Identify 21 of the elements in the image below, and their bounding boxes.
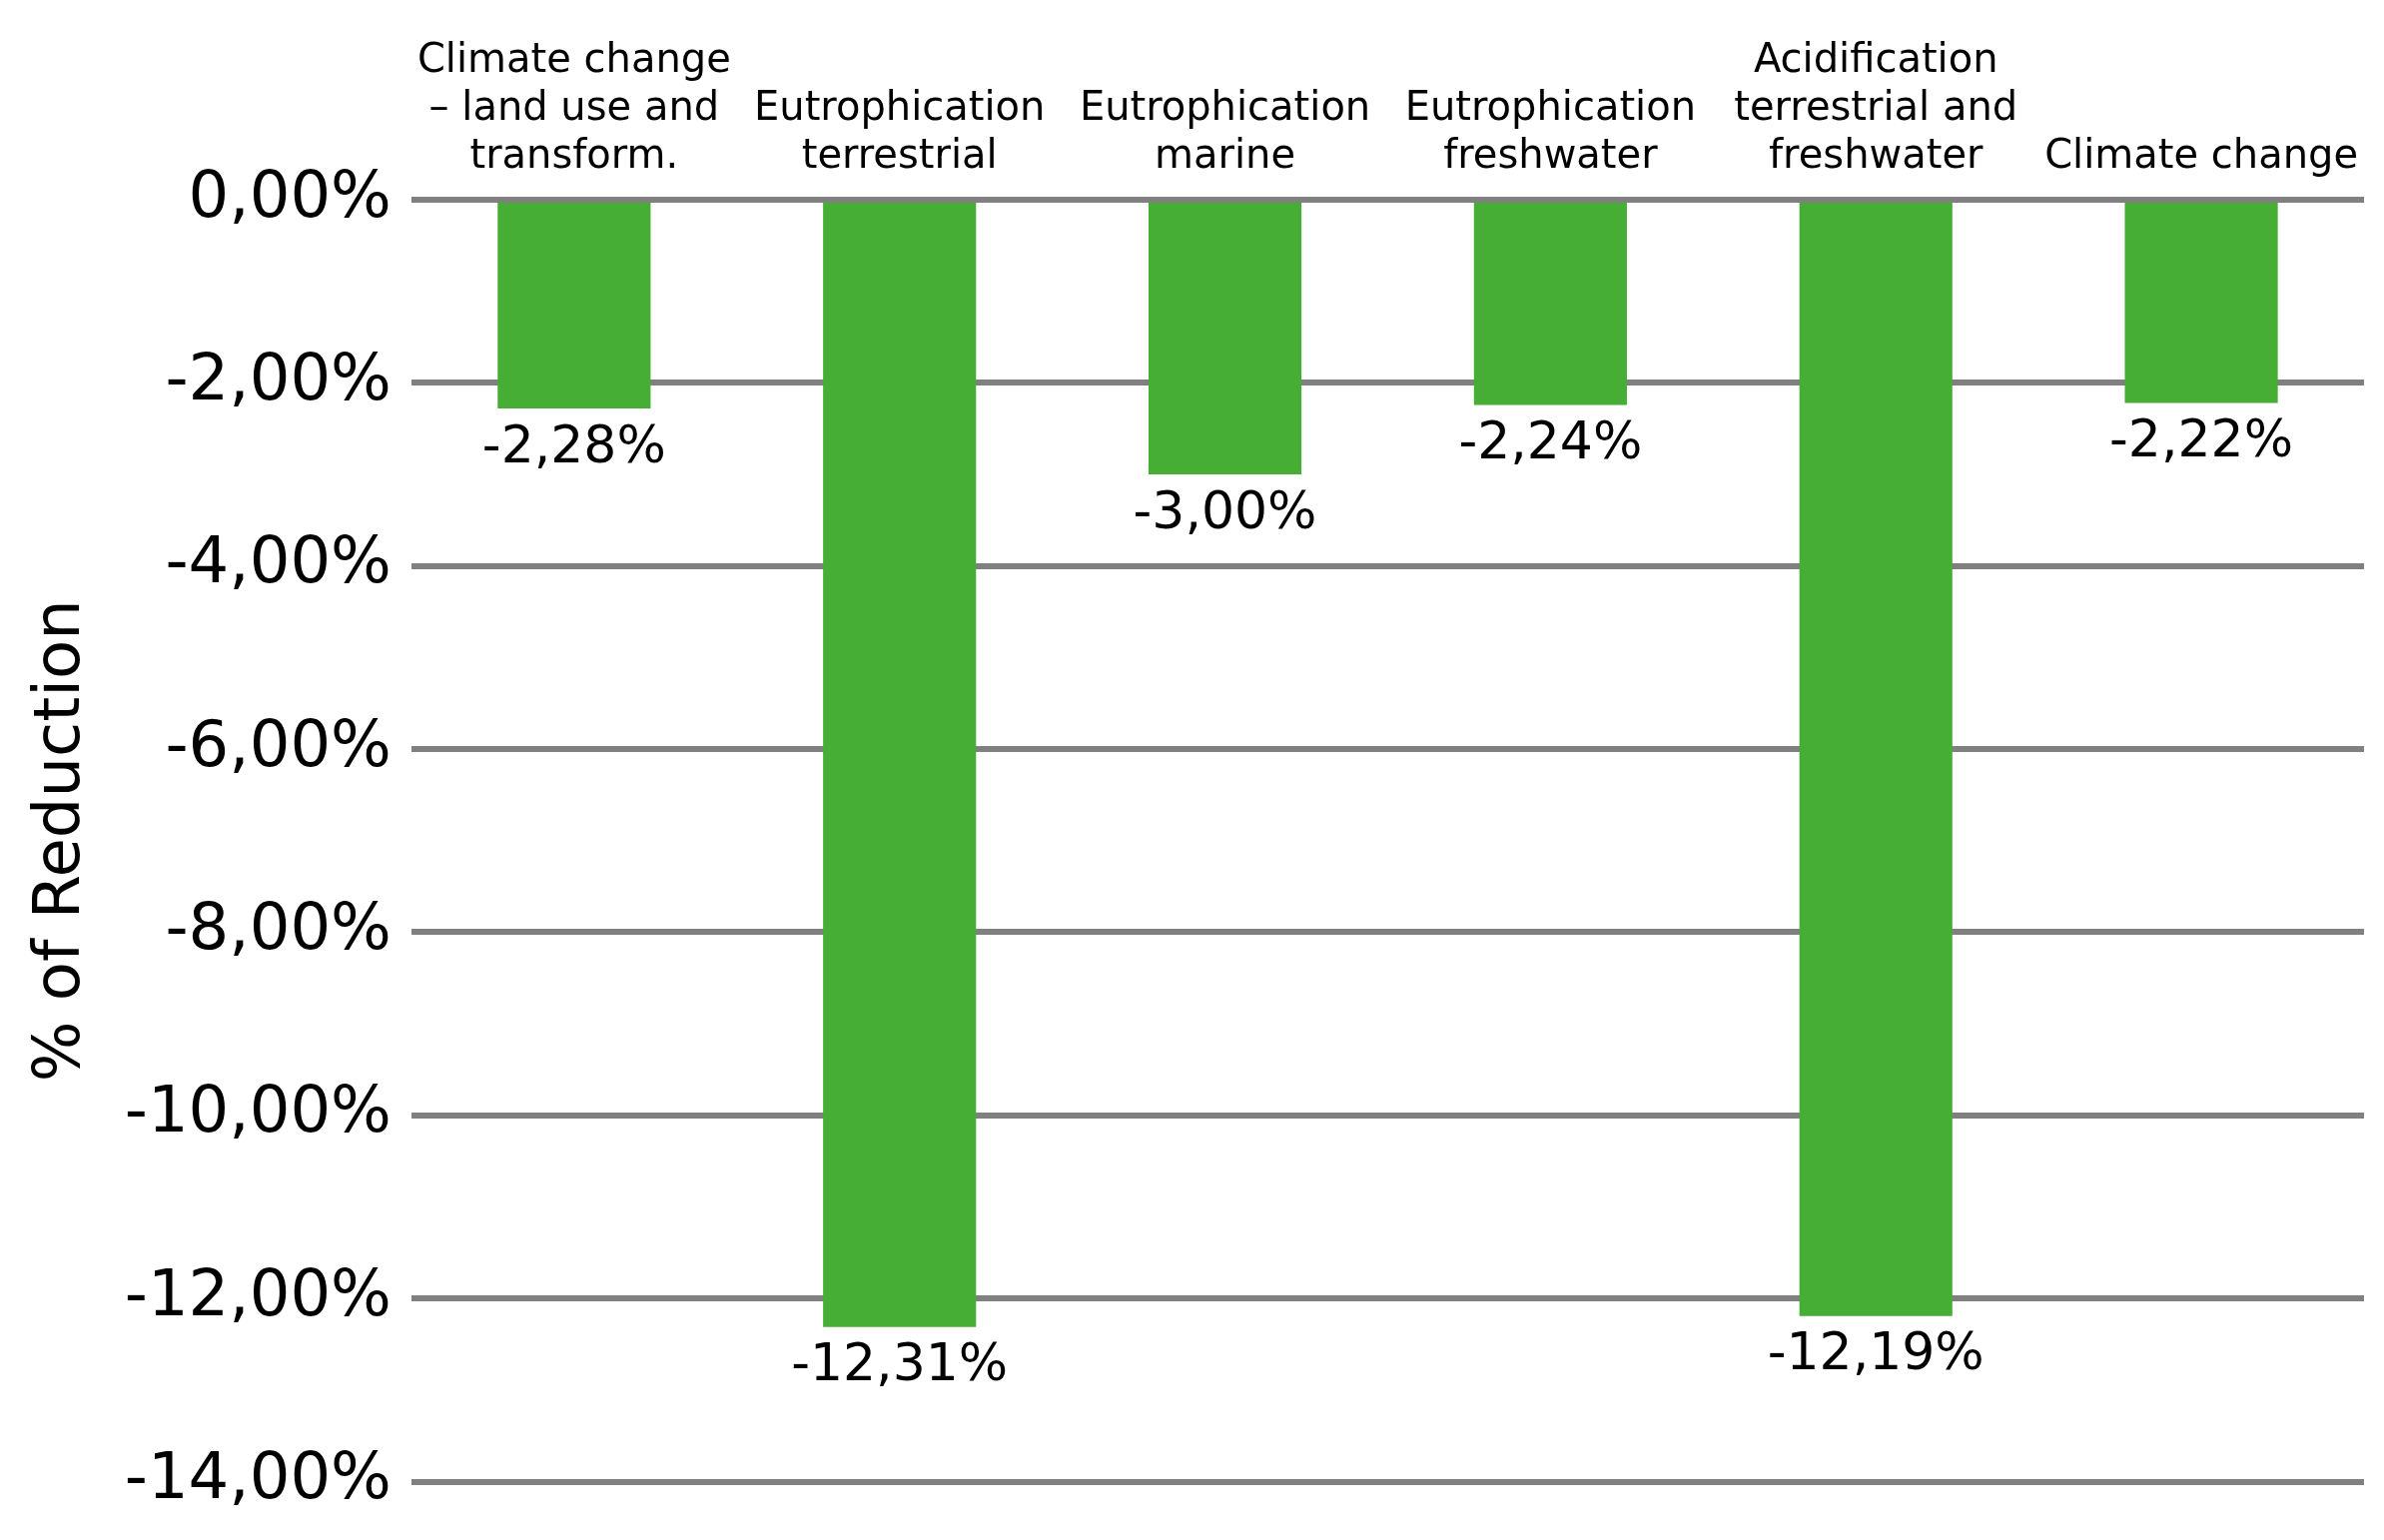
data-label: -12,19%	[1767, 1321, 1985, 1382]
x-tick-label: Climate change	[2044, 131, 2359, 178]
data-label: -12,31%	[791, 1332, 1009, 1393]
x-tick-label: Eutrophication marine	[1079, 83, 1371, 178]
y-tick-label: -2,00%	[165, 341, 392, 414]
x-tick-label: Acidification terrestrial and freshwater	[1734, 35, 2018, 178]
y-tick-label: -14,00%	[124, 1439, 392, 1514]
y-tick-label: -8,00%	[165, 890, 392, 965]
x-tick-label: Climate change – land use and transform.	[416, 35, 731, 178]
data-label: -2,28%	[481, 413, 666, 474]
y-tick-label: -12,00%	[124, 1255, 392, 1330]
data-label: -3,00%	[1133, 479, 1317, 540]
y-tick-label: 0,00%	[188, 157, 392, 232]
y-tick-label: -4,00%	[165, 523, 392, 598]
data-label: -2,22%	[2109, 408, 2294, 469]
x-tick-label: Eutrophication terrestrial	[754, 83, 1046, 178]
data-label: -2,24%	[1458, 409, 1643, 470]
x-tick-label: Eutrophication freshwater	[1404, 83, 1697, 178]
y-tick-label: -10,00%	[124, 1073, 392, 1148]
y-axis-title: % of Reduction	[20, 599, 95, 1083]
y-tick-label: -6,00%	[165, 706, 392, 781]
